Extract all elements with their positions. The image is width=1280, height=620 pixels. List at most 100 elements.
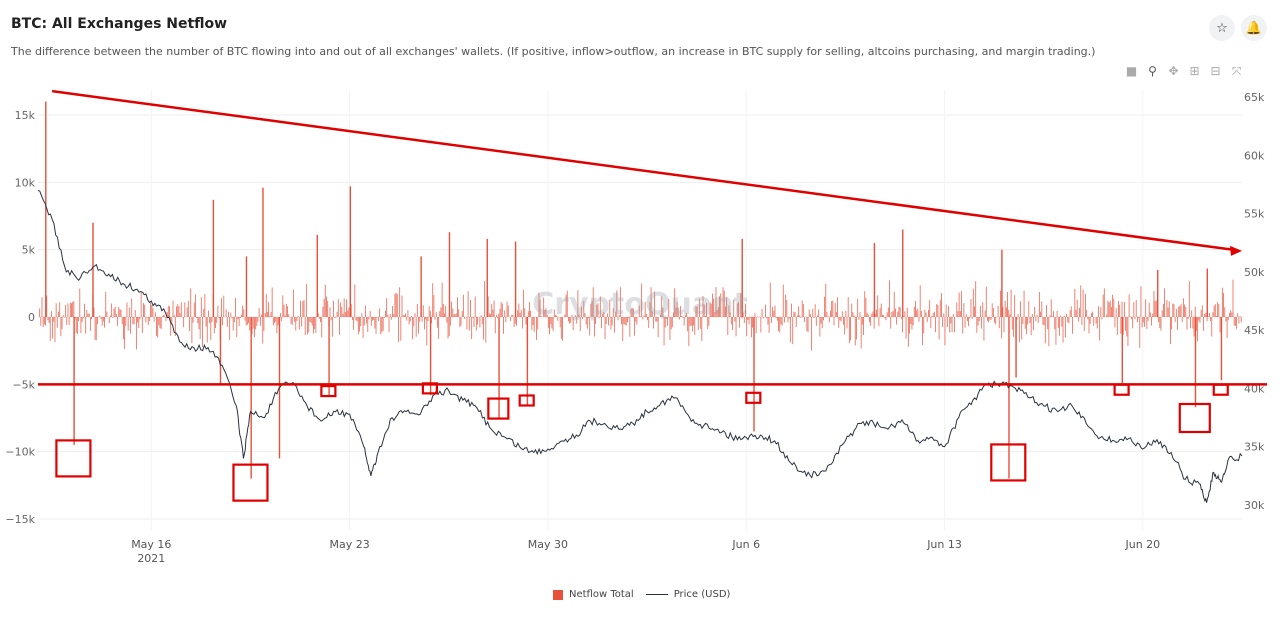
netflow-bar — [801, 300, 803, 317]
netflow-bar — [852, 312, 854, 317]
netflow-bar — [762, 317, 764, 319]
bell-icon[interactable]: 🔔 — [1241, 15, 1267, 41]
netflow-bar — [256, 317, 258, 327]
netflow-bar — [811, 317, 813, 351]
netflow-bar — [629, 317, 631, 337]
netflow-bar — [479, 317, 481, 328]
netflow-bar — [625, 317, 627, 326]
netflow-bar — [1103, 288, 1105, 317]
netflow-bar — [296, 317, 298, 321]
netflow-bar — [715, 287, 717, 317]
netflow-spike — [1001, 249, 1003, 317]
netflow-bar — [686, 312, 687, 317]
netflow-bar — [1072, 317, 1073, 334]
legend-price-label[interactable]: Price (USD) — [673, 589, 731, 600]
netflow-bar — [88, 313, 90, 317]
netflow-bar — [1153, 291, 1155, 317]
netflow-bar — [860, 317, 862, 349]
netflow-bar — [255, 317, 257, 330]
netflow-bar — [408, 317, 410, 325]
netflow-bar — [1172, 303, 1174, 317]
netflow-bar — [433, 295, 435, 317]
netflow-bar — [933, 311, 935, 317]
netflow-bar — [61, 317, 63, 330]
netflow-bar — [1056, 310, 1058, 317]
netflow-bar — [1095, 317, 1097, 324]
netflow-bar — [1031, 313, 1033, 317]
netflow-bar — [1005, 307, 1007, 317]
netflow-bar — [363, 317, 365, 326]
netflow-bar — [118, 306, 120, 317]
netflow-bar — [401, 295, 403, 317]
zoom-icon[interactable]: ⚲ — [1148, 64, 1157, 78]
netflow-bar — [632, 308, 634, 317]
netflow-bar — [749, 317, 751, 319]
netflow-spike — [1008, 317, 1010, 479]
netflow-bar — [1054, 317, 1056, 330]
netflow-bar — [873, 317, 875, 329]
netflow-bar — [576, 317, 578, 324]
netflow-bar — [362, 317, 364, 339]
netflow-bar — [356, 317, 358, 322]
netflow-bar — [324, 284, 326, 317]
netflow-bar — [147, 317, 149, 326]
netflow-bar — [707, 317, 709, 330]
netflow-bar — [521, 317, 523, 329]
camera-icon[interactable]: ■ — [1125, 64, 1138, 78]
netflow-bar — [1188, 281, 1190, 317]
netflow-bar — [1115, 308, 1117, 317]
netflow-bar — [1089, 317, 1091, 324]
zoom-out-icon[interactable]: ⊟ — [1210, 64, 1221, 78]
netflow-bar — [597, 303, 599, 317]
page-subtitle: The difference between the number of BTC… — [11, 45, 1096, 58]
zoom-in-icon[interactable]: ⊞ — [1189, 64, 1200, 78]
netflow-bar — [79, 288, 81, 317]
netflow-bar — [48, 317, 50, 324]
netflow-bar — [1169, 317, 1171, 344]
netflow-bar — [570, 317, 572, 323]
legend-price-swatch[interactable] — [645, 594, 668, 595]
netflow-bar — [1046, 304, 1047, 317]
netflow-bar — [1231, 312, 1233, 317]
legend-netflow-label[interactable]: Netflow Total — [569, 589, 634, 600]
netflow-bar — [753, 317, 755, 331]
netflow-bar — [690, 317, 692, 326]
pan-icon[interactable]: ✥ — [1168, 64, 1179, 78]
netflow-bar — [1044, 317, 1046, 344]
y-left-tick: −10k — [5, 446, 35, 459]
netflow-bar — [413, 317, 415, 327]
netflow-bar — [472, 317, 474, 318]
netflow-bar — [1208, 312, 1210, 317]
netflow-bar — [966, 317, 968, 322]
netflow-bar — [861, 317, 863, 325]
netflow-bar — [328, 317, 330, 327]
netflow-bar — [868, 317, 870, 323]
netflow-bar — [566, 290, 568, 317]
netflow-bar — [431, 317, 432, 324]
netflow-bar — [160, 317, 162, 330]
netflow-bar — [72, 301, 74, 317]
netflow-bar — [556, 315, 558, 317]
netflow-bar — [495, 314, 497, 317]
highlight-box — [232, 463, 269, 502]
star-icon[interactable]: ☆ — [1209, 15, 1235, 41]
trend-arrow-line — [51, 89, 1237, 252]
netflow-bar — [585, 317, 587, 325]
netflow-bar — [729, 312, 731, 317]
netflow-bar — [614, 317, 615, 333]
netflow-bar — [477, 317, 478, 325]
reset-icon[interactable]: ⤧ — [1231, 64, 1242, 78]
netflow-bar — [589, 317, 591, 336]
netflow-bar — [804, 317, 805, 322]
netflow-bar — [538, 292, 540, 317]
price-line — [37, 189, 1243, 503]
netflow-spike — [349, 186, 352, 317]
netflow-bar — [226, 317, 228, 327]
netflow-bar — [111, 303, 113, 317]
legend-netflow-swatch[interactable] — [553, 589, 563, 600]
netflow-bar — [981, 317, 983, 329]
netflow-bar — [905, 317, 907, 339]
netflow-bar — [564, 314, 566, 317]
netflow-bar — [512, 314, 514, 317]
